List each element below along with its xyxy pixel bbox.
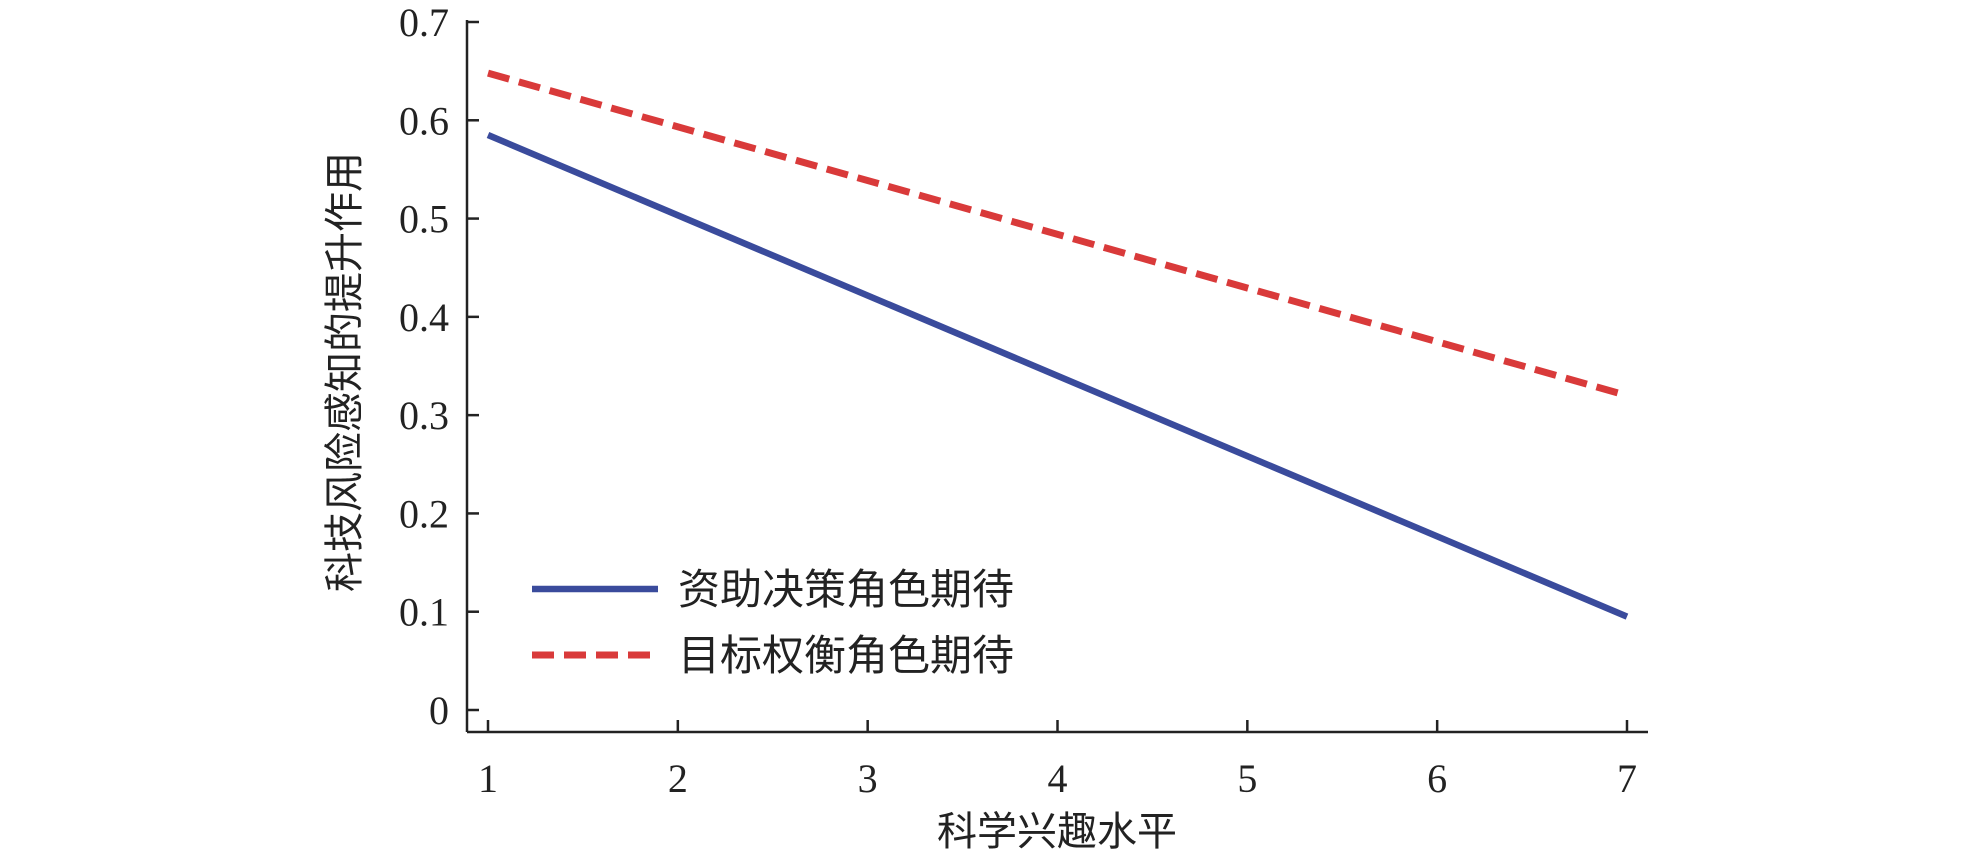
y-tick-label: 0.7 [399,0,449,45]
y-ticks: 0 0.1 0.2 0.3 0.4 0.5 0.6 0.7 [399,0,479,733]
series-line-2 [487,69,1628,399]
y-tick-label: 0.4 [399,295,449,340]
legend-label-2: 目标权衡角色期待 [678,631,1014,680]
x-tick-label: 7 [1617,756,1637,801]
y-tick-label: 0.5 [399,197,449,242]
x-tick-label: 1 [478,756,498,801]
series-group [486,69,1629,620]
y-tick-label: 0.6 [399,98,449,143]
x-axis-title: 科学兴趣水平 [937,809,1177,855]
y-axis-title: 科技风险感知的提升作用 [322,152,368,592]
x-tick-label: 6 [1427,756,1447,801]
legend-label-1: 资助决策角色期待 [678,565,1014,614]
x-tick-label: 4 [1048,756,1068,801]
y-tick-label: 0 [429,688,449,733]
x-ticks: 1 2 3 4 5 6 7 [478,720,1637,801]
y-tick-label: 0.3 [399,393,449,438]
x-tick-label: 5 [1237,756,1257,801]
y-tick-label: 0.2 [399,491,449,536]
x-tick-label: 3 [858,756,878,801]
y-tick-label: 0.1 [399,590,449,635]
x-tick-label: 2 [668,756,688,801]
series-line-1 [486,132,1629,620]
